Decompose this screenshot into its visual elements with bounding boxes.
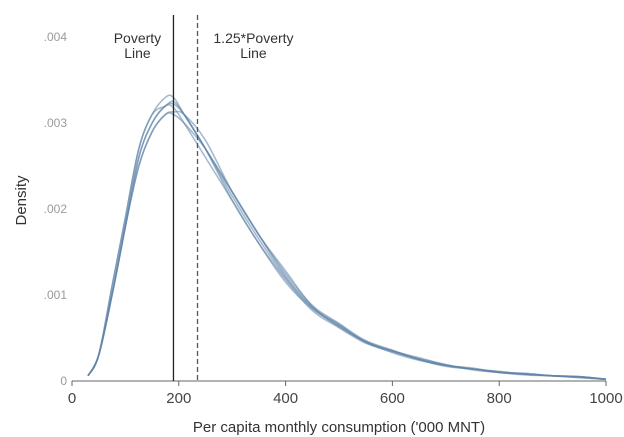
x-axis-ticks: 0 200 400 600 800 1000	[68, 381, 623, 407]
y-tick-label: .001	[44, 288, 68, 302]
x-tick-label: 0	[68, 390, 76, 407]
density-curve	[87, 94, 607, 381]
y-tick-label: .003	[44, 116, 68, 130]
x-tick-label: 600	[380, 390, 405, 407]
x-tick-label: 1000	[589, 390, 622, 407]
density-curve	[87, 112, 607, 381]
x-axis-label: Per capita monthly consumption ('000 MNT…	[193, 419, 485, 436]
density-curve	[87, 102, 607, 381]
threshold-label: Line	[240, 45, 267, 61]
y-axis-label: Density	[13, 175, 30, 226]
x-tick-label: 400	[273, 390, 298, 407]
x-tick-label: 200	[166, 390, 191, 407]
density-curve	[87, 100, 607, 381]
y-tick-label: .002	[44, 202, 68, 216]
threshold-label: Line	[124, 45, 151, 61]
x-tick-label: 800	[487, 390, 512, 407]
y-tick-label: 0	[60, 374, 67, 388]
y-tick-label: .004	[44, 30, 68, 44]
density-curve	[87, 110, 607, 381]
y-axis-ticks: 0 .001 .002 .003 .004	[44, 30, 68, 388]
density-curve	[87, 103, 607, 381]
threshold-label: Poverty	[114, 30, 161, 46]
threshold-label: 1.25*Poverty	[213, 30, 293, 46]
density-curves	[87, 94, 607, 381]
